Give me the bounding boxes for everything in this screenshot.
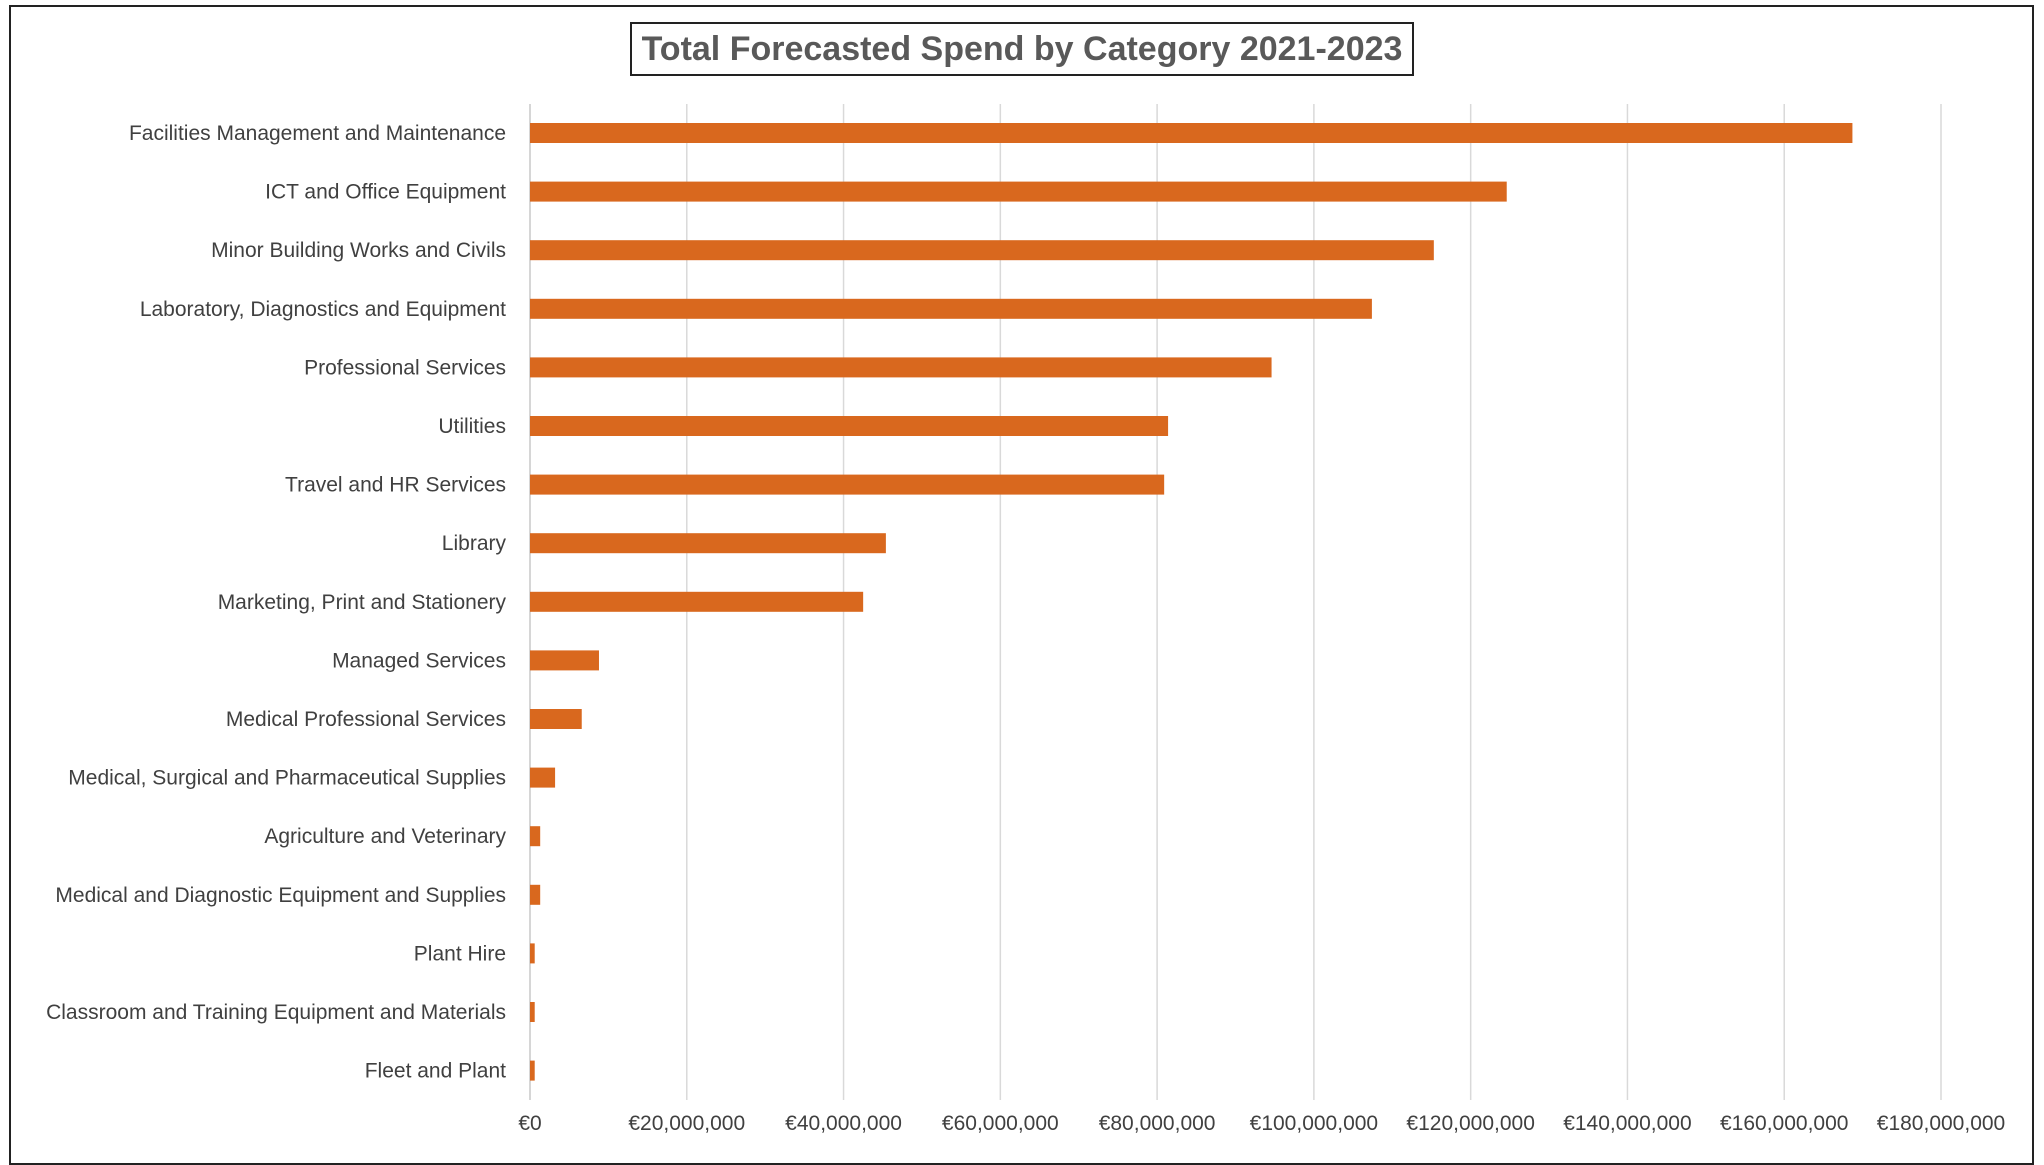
category-label: Minor Building Works and Civils xyxy=(211,239,506,262)
bar xyxy=(530,591,864,612)
bar xyxy=(530,240,1434,261)
gridlines xyxy=(529,104,1942,1100)
bar xyxy=(530,474,1165,495)
category-label: Facilities Management and Maintenance xyxy=(129,122,506,145)
category-label: Medical, Surgical and Pharmaceutical Sup… xyxy=(68,767,506,790)
category-label: Professional Services xyxy=(304,356,506,379)
bars xyxy=(530,123,1853,1081)
category-label: Utilities xyxy=(438,415,506,438)
bar xyxy=(530,767,556,788)
category-label: Medical Professional Services xyxy=(226,708,506,731)
category-label: Marketing, Print and Stationery xyxy=(218,591,507,614)
bar xyxy=(530,884,541,905)
category-label: Travel and HR Services xyxy=(285,474,506,497)
x-tick-label: €80,000,000 xyxy=(1099,1112,1216,1135)
x-tick-label: €100,000,000 xyxy=(1250,1112,1378,1135)
bar xyxy=(530,533,886,554)
bar xyxy=(530,1060,535,1081)
category-label: Managed Services xyxy=(332,649,506,672)
x-tick-label: €60,000,000 xyxy=(942,1112,1059,1135)
x-tick-label: €40,000,000 xyxy=(785,1112,902,1135)
x-tick-label: €20,000,000 xyxy=(628,1112,745,1135)
bar xyxy=(530,650,599,671)
category-label: Plant Hire xyxy=(414,942,506,965)
category-label: Classroom and Training Equipment and Mat… xyxy=(46,1001,506,1024)
bar xyxy=(530,181,1507,202)
x-tick-label: €120,000,000 xyxy=(1406,1112,1534,1135)
bar xyxy=(530,943,535,964)
bar xyxy=(530,123,1853,143)
category-label: Fleet and Plant xyxy=(365,1060,506,1083)
category-label: Agriculture and Veterinary xyxy=(264,825,506,848)
category-labels: Facilities Management and Maintenance ICT… xyxy=(46,122,506,1083)
bar xyxy=(530,416,1169,436)
bar xyxy=(530,298,1372,319)
bar xyxy=(530,357,1272,378)
category-label: Library xyxy=(442,532,507,555)
x-axis-tick-labels: €0 €20,000,000 €40,000,000 €60,000,000 €80,0… xyxy=(518,1112,2005,1135)
bar xyxy=(530,709,582,729)
category-label: Laboratory, Diagnostics and Equipment xyxy=(140,298,506,321)
x-tick-label: €0 xyxy=(518,1112,541,1135)
category-label: Medical and Diagnostic Equipment and Sup… xyxy=(55,884,506,907)
category-label: ICT and Office Equipment xyxy=(265,181,506,204)
bar xyxy=(530,826,541,847)
x-tick-label: €140,000,000 xyxy=(1563,1112,1691,1135)
x-tick-label: €180,000,000 xyxy=(1877,1112,2005,1135)
bar xyxy=(530,1002,535,1022)
x-tick-label: €160,000,000 xyxy=(1720,1112,1848,1135)
